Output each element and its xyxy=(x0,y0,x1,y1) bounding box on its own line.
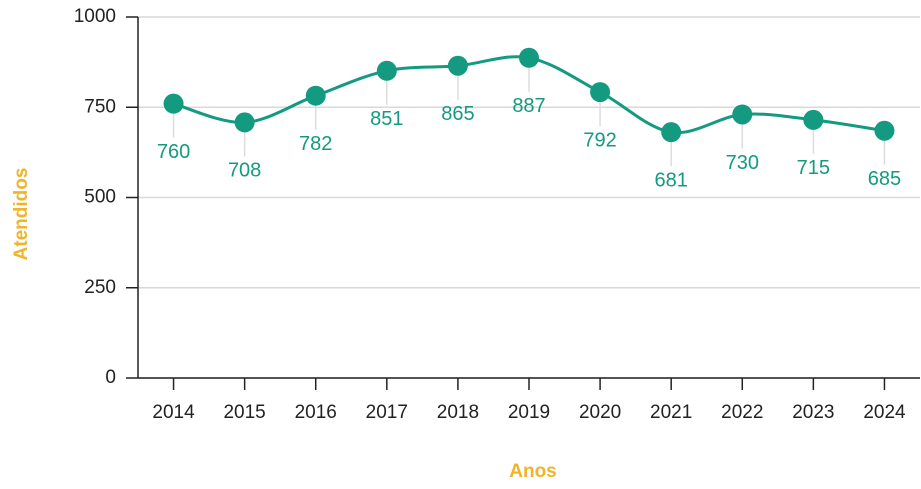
x-tick-label: 2021 xyxy=(650,402,692,423)
y-tick-label: 0 xyxy=(105,367,116,388)
x-tick-label: 2024 xyxy=(863,402,906,423)
data-label: 760 xyxy=(157,141,190,163)
marker xyxy=(305,85,326,106)
x-tick-label: 2019 xyxy=(508,402,550,423)
data-label: 782 xyxy=(299,133,332,155)
data-label: 865 xyxy=(441,103,474,125)
marker xyxy=(590,82,611,103)
marker xyxy=(519,47,539,68)
x-tick-label: 2017 xyxy=(366,402,408,423)
y-tick-label: 1000 xyxy=(74,6,116,27)
marker xyxy=(163,93,184,114)
marker xyxy=(234,112,255,133)
x-tick-label: 2020 xyxy=(579,402,621,423)
data-label: 887 xyxy=(512,95,545,117)
marker xyxy=(661,122,682,143)
data-label: 792 xyxy=(583,129,616,151)
x-tick-label: 2015 xyxy=(223,402,265,423)
marker xyxy=(376,60,397,81)
y-tick-label: 750 xyxy=(84,96,116,117)
data-label: 851 xyxy=(370,108,403,130)
x-axis-title: Anos xyxy=(509,461,557,482)
data-label: 681 xyxy=(654,169,687,191)
marker xyxy=(447,55,468,76)
data-label: 708 xyxy=(228,160,261,182)
marker xyxy=(732,104,753,125)
y-axis-title: Atendidos xyxy=(11,168,32,261)
x-tick-label: 2016 xyxy=(295,402,337,423)
x-tick-label: 2023 xyxy=(792,402,834,423)
data-label: 685 xyxy=(868,168,901,190)
x-tick-label: 2022 xyxy=(721,402,763,423)
marker xyxy=(874,120,895,141)
y-tick-label: 500 xyxy=(84,187,116,208)
x-tick-label: 2014 xyxy=(152,402,195,423)
marker xyxy=(803,109,824,130)
x-tick-label: 2018 xyxy=(437,402,479,423)
data-label: 730 xyxy=(726,152,759,174)
y-tick-label: 250 xyxy=(84,277,116,298)
data-label: 715 xyxy=(797,157,830,179)
